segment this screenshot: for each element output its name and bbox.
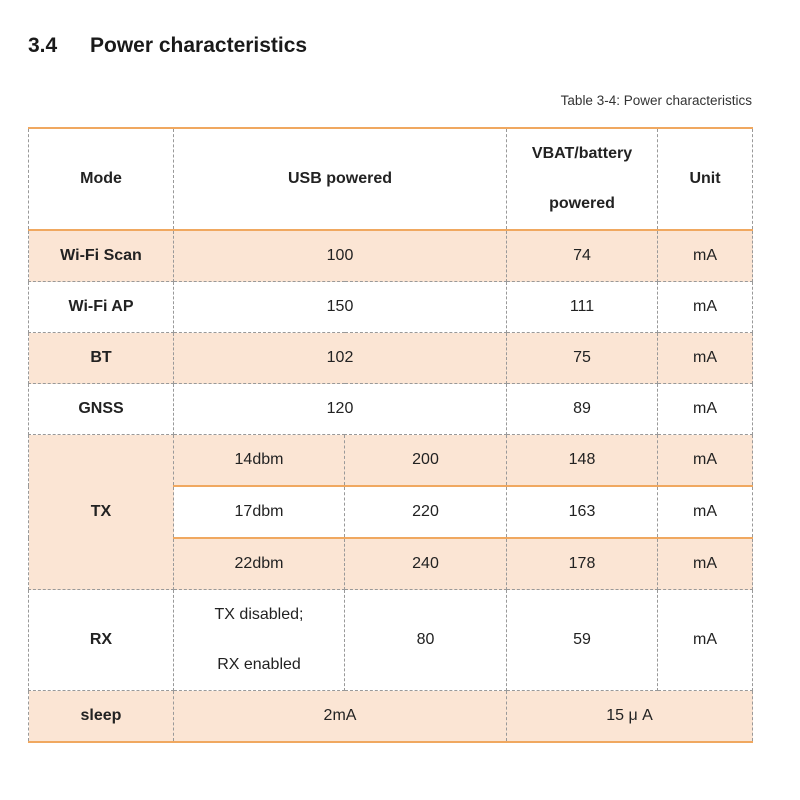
unit-cell: mA	[657, 281, 754, 333]
mode-cell: GNSS	[28, 383, 174, 435]
header-vbat-line1: VBAT/battery	[531, 145, 633, 162]
tx-level-cell: 14dbm	[173, 434, 345, 487]
vbat-cell: 15 μ A	[506, 690, 754, 743]
unit-cell: mA	[657, 332, 754, 384]
unit-cell: mA	[657, 537, 754, 590]
unit-cell: mA	[657, 383, 754, 435]
section-number: 3.4	[28, 34, 58, 57]
vbat-cell: 89	[506, 383, 659, 435]
unit-cell: mA	[657, 434, 754, 487]
unit-cell: mA	[657, 589, 754, 691]
table-row: Wi-Fi Scan 100 74 mA	[28, 229, 754, 282]
mode-cell: RX	[28, 589, 174, 691]
usb-cell: 102	[172, 332, 508, 384]
header-vbat-line2: powered	[549, 195, 615, 212]
table-row: sleep 2mA 15 μ A	[28, 690, 754, 743]
usb-cell: 220	[343, 485, 508, 539]
table-row: GNSS 120 89 mA	[28, 383, 754, 435]
power-characteristics-table: Mode USB powered VBAT/battery powered Uni…	[28, 127, 754, 743]
unit-cell: mA	[657, 485, 754, 539]
table-row: RX TX disabled; RX enabled 80 59 mA	[28, 589, 754, 691]
table-row: TX 14dbm 200 148 mA	[28, 434, 754, 590]
vbat-cell: 74	[506, 229, 659, 282]
mode-cell: Wi-Fi AP	[28, 281, 174, 333]
mode-cell: BT	[28, 332, 174, 384]
rx-condition-line1: TX disabled;	[214, 606, 304, 623]
table-caption: Table 3-4: Power characteristics	[560, 93, 752, 108]
section-title: Power characteristics	[90, 34, 308, 57]
vbat-cell: 111	[506, 281, 659, 333]
usb-cell: 150	[172, 281, 508, 333]
header-mode: Mode	[28, 127, 174, 231]
table-row: 17dbm 220 163 mA	[29, 485, 754, 539]
mode-cell: sleep	[28, 690, 174, 743]
table-row: 22dbm 240 178 mA	[29, 537, 754, 590]
rx-condition-line2: RX enabled	[217, 656, 301, 673]
rx-condition-cell: TX disabled; RX enabled	[173, 589, 345, 691]
header-vbat: VBAT/battery powered	[506, 127, 659, 231]
usb-cell: 100	[172, 229, 508, 282]
table-row: BT 102 75 mA	[28, 332, 754, 384]
header-usb: USB powered	[172, 127, 508, 231]
table-row: Wi-Fi AP 150 111 mA	[28, 281, 754, 333]
tx-level-cell: 22dbm	[173, 537, 345, 590]
vbat-cell: 59	[506, 589, 659, 691]
unit-cell: mA	[657, 229, 754, 282]
vbat-cell: 178	[506, 537, 659, 590]
usb-cell: 200	[343, 434, 508, 487]
mode-cell: Wi-Fi Scan	[28, 229, 174, 282]
section-heading: 3.4 Power characteristics	[28, 34, 307, 58]
header-unit: Unit	[657, 127, 754, 231]
usb-cell: 240	[343, 537, 508, 590]
vbat-cell: 148	[506, 434, 659, 487]
vbat-cell: 75	[506, 332, 659, 384]
tx-level-cell: 17dbm	[173, 485, 345, 539]
vbat-cell: 163	[506, 485, 659, 539]
header-row: Mode USB powered VBAT/battery powered Uni…	[28, 127, 754, 231]
usb-cell: 2mA	[172, 690, 508, 743]
usb-cell: 120	[172, 383, 508, 435]
mode-cell: TX	[28, 434, 174, 590]
usb-cell: 80	[343, 589, 508, 691]
